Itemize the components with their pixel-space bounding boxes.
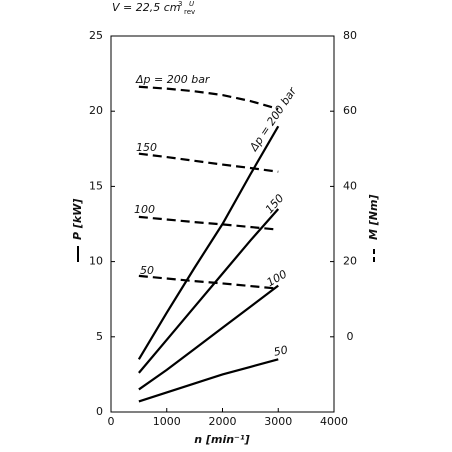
y2-axis-label: M [Nm] <box>367 195 380 241</box>
y2-tick-label: 60 <box>343 104 357 117</box>
y-tick-label: 0 <box>96 405 103 418</box>
y-tick-label: 25 <box>89 29 103 42</box>
torque-line <box>138 215 279 231</box>
series-label: 50 <box>273 343 289 359</box>
series-label: Δp = 200 bar <box>247 84 300 154</box>
x-tick-label: 0 <box>108 415 115 428</box>
torque-line <box>138 274 279 290</box>
y2-axis-title: M [Nm] <box>367 195 380 262</box>
series-label: 150 <box>263 192 287 216</box>
y-tick-label: 15 <box>89 179 103 192</box>
y-tick-label: 10 <box>89 255 103 268</box>
power-line <box>138 284 279 391</box>
torque-line <box>138 85 279 111</box>
series-label: 50 <box>140 264 154 277</box>
y2-tick-label: 20 <box>343 255 357 268</box>
y-axis-title: P [kW] <box>71 199 84 262</box>
y2-tick-label: 0 <box>347 330 354 343</box>
x-axis-label: n [min⁻¹] <box>194 433 249 446</box>
header-num: U <box>189 0 194 8</box>
header-exp: 3 <box>178 0 182 8</box>
y2-tick-label: 40 <box>343 179 357 192</box>
x-tick-label: 3000 <box>264 415 292 428</box>
x-tick-label: 1000 <box>153 415 181 428</box>
y-tick-label: 20 <box>89 104 103 117</box>
series-label: 100 <box>134 203 155 216</box>
y-tick-label: 5 <box>96 330 103 343</box>
series-label: Δp = 200 bar <box>135 73 211 86</box>
y-axis-label: P [kW] <box>71 199 84 240</box>
torque-line <box>138 152 279 173</box>
series-label: 150 <box>136 141 157 154</box>
y2-tick-label: 80 <box>343 29 357 42</box>
x-tick-label: 4000 <box>320 415 348 428</box>
power-line <box>138 208 280 374</box>
power-line <box>138 358 279 403</box>
header-den: rev <box>184 8 195 16</box>
power-line <box>137 125 280 360</box>
header-volume: V = 22,5 cm <box>112 1 181 14</box>
x-tick-label: 2000 <box>209 415 237 428</box>
